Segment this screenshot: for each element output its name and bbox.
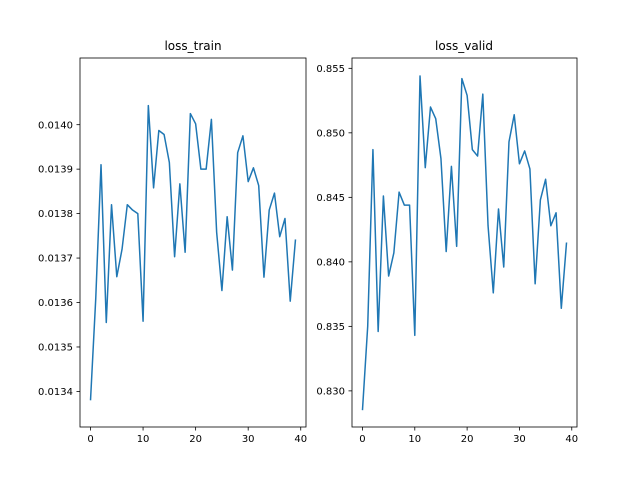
x-tick-label: 20 — [461, 434, 474, 445]
y-tick-label: 0.0138 — [38, 209, 73, 220]
x-tick-label: 0 — [87, 434, 93, 445]
x-tick-label: 40 — [565, 434, 578, 445]
x-tick-label: 10 — [408, 434, 421, 445]
subplot-title: loss_valid — [435, 39, 493, 53]
y-tick-label: 0.0137 — [38, 254, 73, 265]
y-tick-label: 0.0140 — [38, 120, 73, 131]
x-tick-label: 30 — [242, 434, 255, 445]
y-tick-label: 0.0139 — [38, 165, 73, 176]
y-tick-label: 0.855 — [316, 64, 345, 75]
y-tick-label: 0.835 — [316, 322, 345, 333]
y-tick-label: 0.0135 — [38, 343, 73, 354]
x-tick-label: 0 — [359, 434, 365, 445]
y-tick-label: 0.0136 — [38, 298, 73, 309]
y-tick-label: 0.830 — [316, 386, 345, 397]
subplot-title: loss_train — [164, 39, 221, 53]
x-tick-label: 20 — [189, 434, 202, 445]
y-tick-label: 0.0134 — [38, 387, 73, 398]
y-tick-label: 0.850 — [316, 128, 345, 139]
x-tick-label: 10 — [137, 434, 150, 445]
y-tick-label: 0.840 — [316, 257, 345, 268]
y-tick-label: 0.845 — [316, 193, 345, 204]
x-tick-label: 40 — [294, 434, 307, 445]
x-tick-label: 30 — [513, 434, 526, 445]
